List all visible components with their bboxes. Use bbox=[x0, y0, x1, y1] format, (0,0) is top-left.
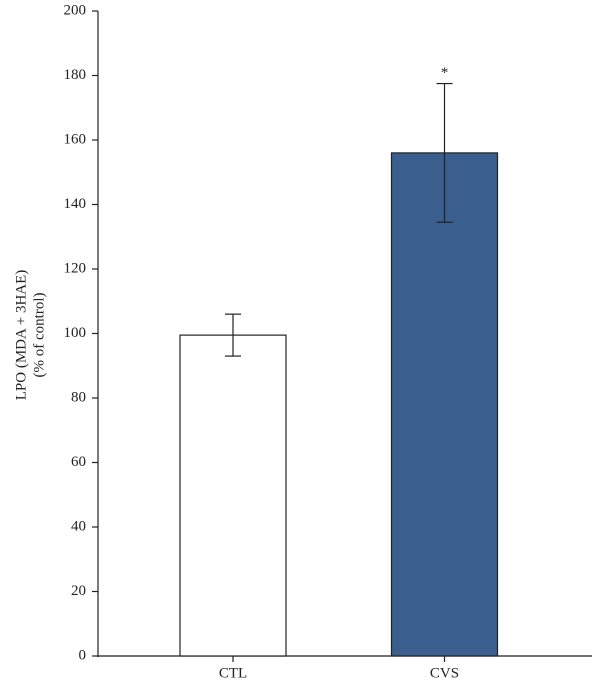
y-tick-label: 120 bbox=[64, 260, 87, 276]
y-tick-label: 20 bbox=[71, 583, 86, 599]
y-tick-label: 80 bbox=[71, 389, 86, 405]
annotation: * bbox=[441, 65, 449, 81]
y-tick-label: 140 bbox=[64, 196, 87, 212]
bar bbox=[179, 334, 287, 657]
y-tick-label: 200 bbox=[64, 2, 87, 18]
y-tick-label: 180 bbox=[64, 67, 87, 83]
y-axis-title-line: (% of control) bbox=[31, 293, 47, 378]
y-axis-title: LPO (MDA + 3HAE) (% of control) bbox=[13, 270, 47, 401]
y-tick-label: 100 bbox=[64, 325, 87, 341]
y-tick-label: 40 bbox=[71, 518, 86, 534]
y-axis-title-line: LPO (MDA + 3HAE) bbox=[13, 270, 29, 401]
error-bar bbox=[225, 313, 241, 357]
error-bar bbox=[436, 82, 453, 223]
y-tick-label: 60 bbox=[71, 454, 86, 470]
bar bbox=[390, 152, 499, 657]
x-tick-label: CTL bbox=[219, 665, 247, 681]
y-tick-label: 160 bbox=[64, 131, 87, 147]
y-tick-label: 0 bbox=[79, 647, 87, 663]
x-tick-label: CVS bbox=[430, 665, 459, 681]
